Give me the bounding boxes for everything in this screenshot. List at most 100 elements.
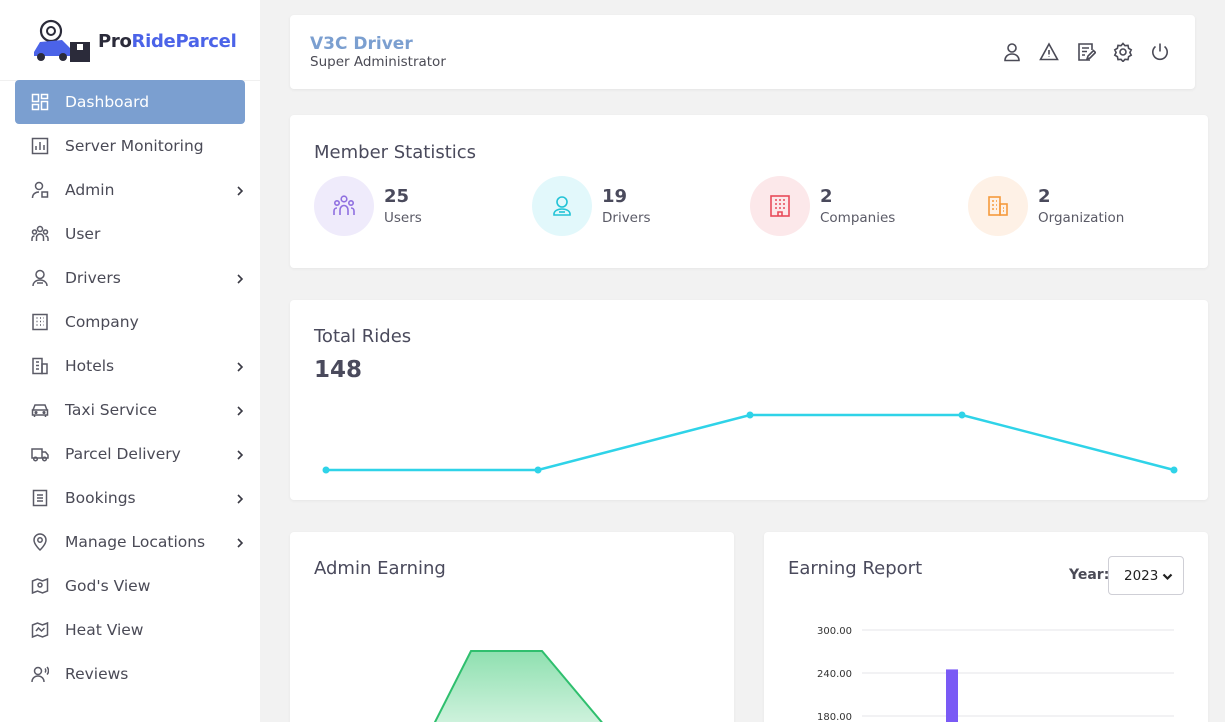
taxi-icon — [31, 401, 49, 419]
brand-name: ProRideParcel — [98, 30, 237, 52]
stat-label: Users — [384, 210, 422, 226]
chevron-right-icon — [235, 359, 245, 373]
sidebar-item-bookings[interactable]: Bookings — [15, 476, 245, 520]
stat-users[interactable]: 25 Users — [314, 176, 422, 236]
sidebar-item-reviews[interactable]: Reviews — [15, 652, 245, 696]
earning-bar[interactable] — [946, 669, 958, 722]
brand-name-part1: Pro — [98, 30, 132, 52]
sidebar-item-label: Drivers — [65, 269, 121, 287]
sidebar-item-server-monitoring[interactable]: Server Monitoring — [15, 124, 245, 168]
edit-note-icon[interactable] — [1075, 41, 1097, 63]
location-pin-icon — [31, 533, 49, 551]
rides-point[interactable] — [958, 411, 966, 419]
bar-chart-icon — [31, 137, 49, 155]
earning-report-title: Earning Report — [788, 558, 923, 579]
sidebar-item-label: Manage Locations — [65, 533, 206, 551]
logo-icon — [30, 18, 92, 64]
sidebar-item-parcel-delivery[interactable]: Parcel Delivery — [15, 432, 245, 476]
sidebar-item-manage-locations[interactable]: Manage Locations — [15, 520, 245, 564]
stat-value: 25 — [384, 186, 410, 207]
header-card: V3C Driver Super Administrator — [290, 15, 1195, 89]
year-label: Year: — [1069, 567, 1110, 583]
earning-report-card: Earning Report Year: 2023 300.00 240.00 18… — [764, 532, 1208, 722]
earning-report-chart: 300.00 240.00 180.00 — [817, 626, 1174, 722]
stat-label: Companies — [820, 210, 896, 226]
truck-icon — [31, 445, 49, 463]
stat-label: Organization — [1038, 210, 1125, 226]
chevron-right-icon — [235, 447, 245, 461]
sidebar-item-drivers[interactable]: Drivers — [15, 256, 245, 300]
sidebar-item-label: God's View — [65, 577, 151, 595]
admin-earning-title: Admin Earning — [314, 558, 446, 579]
stat-label: Drivers — [602, 210, 651, 226]
stat-drivers[interactable]: 19 Drivers — [532, 176, 651, 236]
stat-value: 19 — [602, 186, 628, 207]
sidebar-item-admin[interactable]: Admin — [15, 168, 245, 212]
sidebar-item-label: Hotels — [65, 357, 115, 375]
sidebar-item-label: Taxi Service — [65, 401, 158, 419]
sidebar-item-taxi-service[interactable]: Taxi Service — [15, 388, 245, 432]
sidebar-item-heat-view[interactable]: Heat View — [15, 608, 245, 652]
sidebar-item-hotels[interactable]: Hotels — [15, 344, 245, 388]
stat-value: 2 — [820, 186, 833, 207]
sidebar-item-label: Reviews — [65, 665, 129, 683]
building-icon — [31, 313, 49, 331]
rides-line — [326, 413, 1175, 472]
year-select-value: 2023 — [1124, 567, 1159, 584]
chevron-right-icon — [235, 403, 245, 417]
page-title: V3C Driver — [310, 34, 413, 54]
sidebar-nav: Dashboard Server Monitoring Admin User D… — [15, 80, 245, 696]
sidebar-item-label: User — [65, 225, 101, 243]
sidebar-item-label: Heat View — [65, 621, 144, 639]
settings-icon[interactable] — [1112, 41, 1134, 63]
total-rides-chart — [322, 411, 1178, 474]
driver-icon — [532, 176, 592, 236]
sidebar-item-label: Company — [65, 313, 139, 331]
heat-map-icon — [31, 621, 49, 639]
chevron-right-icon — [235, 271, 245, 285]
alert-triangle-icon[interactable] — [1038, 41, 1060, 63]
brand-name-part2: RideParcel — [131, 30, 237, 52]
y-tick-label: 300.00 — [817, 626, 852, 637]
rides-point[interactable] — [746, 411, 754, 419]
sidebar-item-dashboard[interactable]: Dashboard — [15, 80, 245, 124]
rides-point[interactable] — [322, 466, 330, 474]
brand-logo[interactable]: ProRideParcel — [30, 18, 237, 64]
member-statistics-card: Member Statistics 25 Users 19 Drivers 2 … — [290, 115, 1208, 268]
rides-point[interactable] — [534, 466, 542, 474]
chevron-right-icon — [235, 535, 245, 549]
sidebar-item-label: Parcel Delivery — [65, 445, 181, 463]
admin-earning-area — [433, 650, 603, 722]
profile-icon[interactable] — [1001, 41, 1023, 63]
chevron-right-icon — [235, 491, 245, 505]
sidebar-item-company[interactable]: Company — [15, 300, 245, 344]
sidebar-item-user[interactable]: User — [15, 212, 245, 256]
hotel-icon — [31, 357, 49, 375]
power-icon[interactable] — [1149, 41, 1171, 63]
stat-organization[interactable]: 2 Organization — [968, 176, 1124, 236]
total-rides-card: Total Rides 148 — [290, 300, 1208, 500]
year-select[interactable]: 2023 — [1108, 556, 1184, 595]
rides-point[interactable] — [1170, 466, 1178, 474]
y-tick-label: 180.00 — [817, 712, 852, 722]
sidebar-item-gods-view[interactable]: God's View — [15, 564, 245, 608]
admin-earning-card: Admin Earning — [290, 532, 734, 722]
total-rides-value: 148 — [314, 357, 363, 383]
sidebar: ProRideParcel Dashboard Server Monitorin… — [0, 0, 260, 722]
organization-icon — [968, 176, 1028, 236]
member-statistics-title: Member Statistics — [314, 142, 477, 163]
admin-user-icon — [31, 181, 49, 199]
sidebar-item-label: Dashboard — [65, 93, 150, 111]
total-rides-title: Total Rides — [314, 326, 412, 347]
sidebar-item-label: Server Monitoring — [65, 137, 204, 155]
header-actions — [1001, 41, 1171, 63]
driver-icon — [31, 269, 49, 287]
user-role: Super Administrator — [310, 54, 446, 70]
stat-companies[interactable]: 2 Companies — [750, 176, 895, 236]
admin-earning-chart — [433, 650, 603, 722]
stat-value: 2 — [1038, 186, 1051, 207]
sidebar-item-label: Bookings — [65, 489, 136, 507]
bookings-icon — [31, 489, 49, 507]
reviews-icon — [31, 665, 49, 683]
users-group-icon — [31, 225, 49, 243]
